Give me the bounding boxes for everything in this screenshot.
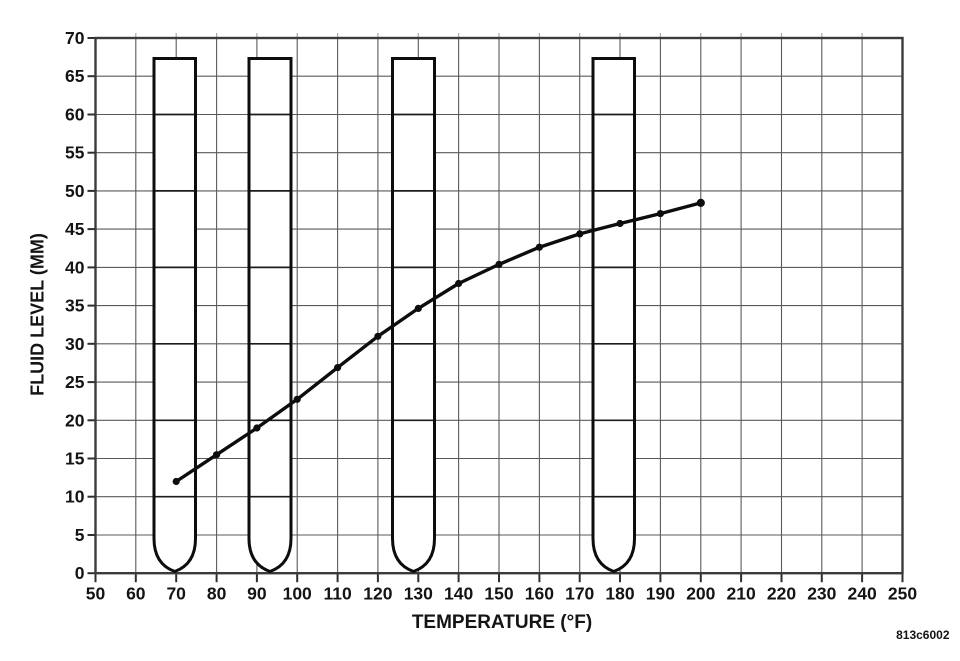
svg-text:160: 160 bbox=[525, 584, 554, 604]
svg-text:200: 200 bbox=[686, 584, 715, 604]
svg-text:210: 210 bbox=[726, 584, 755, 604]
svg-text:FLUID LEVEL (MM): FLUID LEVEL (MM) bbox=[28, 233, 48, 396]
svg-text:120: 120 bbox=[363, 584, 392, 604]
svg-text:240: 240 bbox=[847, 584, 876, 604]
svg-text:60: 60 bbox=[126, 584, 146, 604]
svg-text:220: 220 bbox=[767, 584, 796, 604]
svg-text:110: 110 bbox=[323, 584, 351, 604]
svg-text:140: 140 bbox=[444, 584, 473, 604]
svg-text:150: 150 bbox=[484, 584, 513, 604]
svg-text:190: 190 bbox=[646, 584, 675, 604]
svg-text:50: 50 bbox=[86, 584, 106, 604]
svg-text:130: 130 bbox=[404, 584, 433, 604]
svg-text:60: 60 bbox=[65, 105, 85, 125]
svg-text:35: 35 bbox=[65, 296, 85, 316]
svg-text:TEMPERATURE (°F): TEMPERATURE (°F) bbox=[412, 612, 592, 633]
svg-text:100: 100 bbox=[283, 584, 312, 604]
svg-text:80: 80 bbox=[207, 584, 227, 604]
svg-text:20: 20 bbox=[65, 410, 85, 430]
svg-text:30: 30 bbox=[65, 334, 85, 354]
svg-text:65: 65 bbox=[65, 66, 85, 86]
svg-text:250: 250 bbox=[888, 584, 917, 604]
svg-text:230: 230 bbox=[807, 584, 836, 604]
svg-text:0: 0 bbox=[75, 563, 85, 583]
svg-text:70: 70 bbox=[65, 28, 85, 48]
svg-text:55: 55 bbox=[65, 143, 85, 163]
svg-text:25: 25 bbox=[65, 372, 85, 392]
svg-text:90: 90 bbox=[247, 584, 267, 604]
svg-text:45: 45 bbox=[65, 219, 85, 239]
svg-text:170: 170 bbox=[565, 584, 594, 604]
svg-text:180: 180 bbox=[605, 584, 634, 604]
svg-text:5: 5 bbox=[75, 525, 85, 545]
svg-text:15: 15 bbox=[65, 449, 85, 469]
svg-text:50: 50 bbox=[65, 181, 85, 201]
svg-text:40: 40 bbox=[65, 257, 85, 277]
svg-text:813c6002: 813c6002 bbox=[896, 628, 950, 642]
svg-text:10: 10 bbox=[65, 487, 85, 507]
svg-text:70: 70 bbox=[166, 584, 186, 604]
